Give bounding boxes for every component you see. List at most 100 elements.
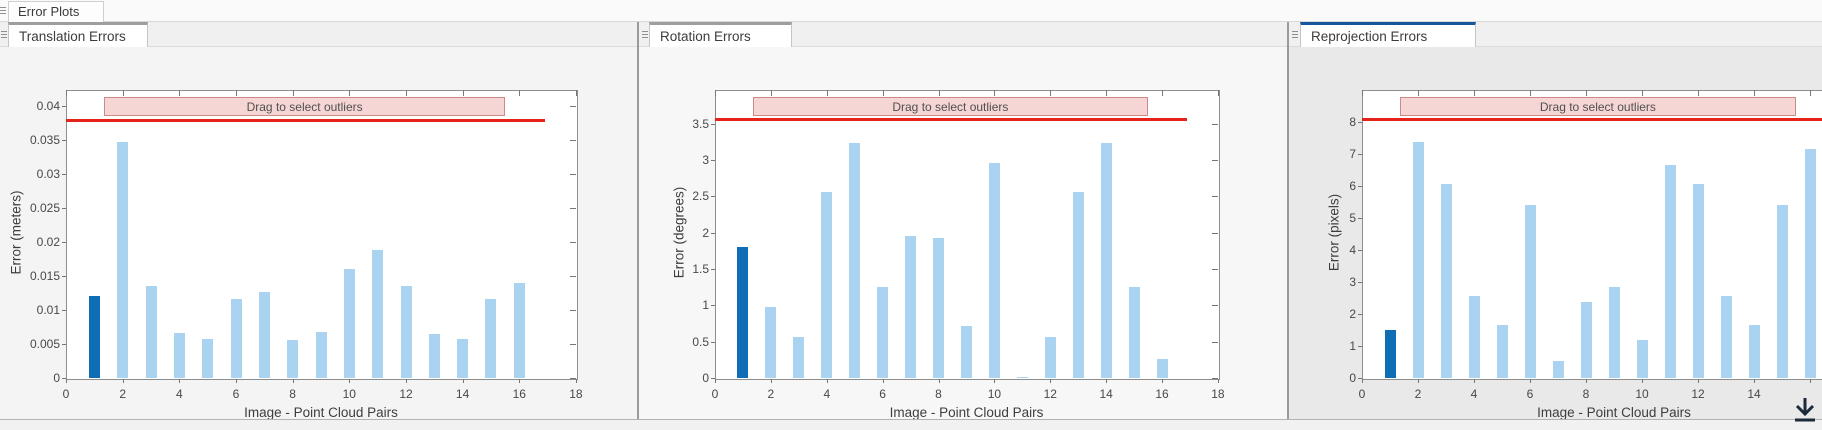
- x-tick-label: 12: [399, 387, 413, 401]
- y-tick-mark: [711, 123, 715, 125]
- x-tick-mark-top: [1217, 90, 1219, 96]
- drag-grip-icon[interactable]: [1, 29, 7, 40]
- bar-pair-10[interactable]: [988, 162, 1000, 378]
- outlier-drag-band[interactable]: Drag to select outliers: [1399, 97, 1796, 116]
- y-tick-label: 0.01: [36, 302, 60, 317]
- bar-pair-3[interactable]: [793, 337, 805, 378]
- bar-pair-11[interactable]: [1664, 164, 1676, 378]
- bar-pair-1[interactable]: [1384, 330, 1396, 378]
- bar-pair-13[interactable]: [428, 333, 440, 378]
- outlier-threshold-line[interactable]: [1362, 117, 1822, 121]
- y-tick-mark-right: [1211, 305, 1218, 307]
- bar-pair-16[interactable]: [1156, 359, 1168, 378]
- x-axis-label: Image - Point Cloud Pairs: [244, 405, 398, 419]
- x-tick-label: 18: [569, 387, 583, 401]
- bar-pair-1[interactable]: [88, 296, 100, 378]
- y-tick-mark-right: [569, 207, 576, 209]
- y-tick-mark: [711, 341, 715, 343]
- drag-grip-icon[interactable]: [0, 5, 6, 16]
- x-tick-mark: [1474, 379, 1475, 383]
- x-tick-mark: [292, 379, 294, 383]
- bar-pair-5[interactable]: [202, 339, 214, 378]
- bar-pair-5[interactable]: [1496, 324, 1508, 378]
- bar-pair-15[interactable]: [1128, 287, 1140, 378]
- bar-pair-6[interactable]: [230, 299, 242, 378]
- bar-pair-16[interactable]: [1804, 149, 1816, 378]
- bar-pair-3[interactable]: [1440, 183, 1452, 378]
- export-download-icon[interactable]: [1790, 396, 1820, 426]
- x-tick-label: 8: [289, 387, 296, 401]
- bar-pair-4[interactable]: [821, 191, 833, 378]
- panel-rotation-errors: Rotation Errors 0 0.5 1 1.5 2 2.5 3 3.5 0 2 4 6 8 10 12…: [637, 22, 1287, 419]
- bar-pair-8[interactable]: [933, 238, 944, 378]
- bar-pair-16[interactable]: [513, 282, 525, 378]
- y-tick-mark-right: [569, 241, 576, 243]
- x-tick-mark: [715, 379, 716, 383]
- x-tick-mark-top: [938, 90, 940, 96]
- tab-reprojection-errors[interactable]: Reprojection Errors: [1300, 22, 1476, 47]
- x-tick-mark-top: [1162, 90, 1163, 96]
- bar-pair-7[interactable]: [258, 292, 270, 378]
- outlier-threshold-line[interactable]: [715, 118, 1188, 122]
- bar-pair-10[interactable]: [1636, 340, 1648, 378]
- bar-pair-14[interactable]: [1100, 143, 1112, 378]
- bar-pair-11[interactable]: [372, 250, 384, 378]
- bar-pair-15[interactable]: [1776, 204, 1788, 378]
- y-tick-label: 2: [702, 225, 709, 240]
- bar-pair-6[interactable]: [1524, 204, 1536, 378]
- bar-pair-3[interactable]: [145, 286, 157, 378]
- bar-pair-12[interactable]: [1692, 183, 1704, 378]
- bar-pair-9[interactable]: [961, 326, 972, 378]
- panel-reprojection-errors: Reprojection Errors 0 1 2 3 4 5 6 7 8 0 2 4 6 8 10 12 14 I…: [1287, 22, 1822, 419]
- tab-rotation-errors[interactable]: Rotation Errors: [649, 22, 792, 47]
- x-tick-label: 4: [1470, 387, 1478, 401]
- outlier-drag-band[interactable]: Drag to select outliers: [104, 97, 506, 116]
- x-tick-label: 2: [767, 387, 775, 401]
- tab-error-plots[interactable]: Error Plots: [8, 1, 104, 22]
- x-tick-label: 8: [935, 387, 942, 401]
- outlier-drag-band[interactable]: Drag to select outliers: [752, 97, 1149, 116]
- x-tick-label: 16: [512, 387, 526, 401]
- x-tick-label: 16: [1155, 387, 1169, 401]
- y-tick-mark: [711, 268, 715, 270]
- bar-pair-12[interactable]: [400, 286, 412, 378]
- y-tick-label: 8: [1349, 115, 1356, 129]
- x-tick-mark: [1530, 379, 1531, 383]
- bar-pair-7[interactable]: [905, 236, 917, 378]
- bar-pair-10[interactable]: [343, 269, 355, 378]
- bar-pair-2[interactable]: [117, 141, 129, 378]
- bar-pair-2[interactable]: [765, 306, 777, 378]
- bar-pair-11[interactable]: [1016, 376, 1028, 378]
- bar-pair-15[interactable]: [485, 299, 497, 378]
- bar-pair-14[interactable]: [457, 339, 469, 378]
- panel-translation-errors: Translation Errors 0 0.005 0.01 0.015 0.02 0.0…: [0, 22, 637, 419]
- bar-pair-8[interactable]: [287, 339, 299, 378]
- bar-pair-12[interactable]: [1044, 337, 1056, 378]
- y-tick-mark: [711, 159, 715, 161]
- drag-grip-icon[interactable]: [1292, 29, 1298, 40]
- bar-pair-8[interactable]: [1580, 301, 1592, 378]
- bar-pair-5[interactable]: [849, 143, 861, 378]
- x-tick-mark-top: [406, 90, 407, 96]
- tab-translation-errors[interactable]: Translation Errors: [8, 22, 148, 47]
- outlier-threshold-line[interactable]: [66, 119, 545, 123]
- bar-pair-1[interactable]: [737, 247, 749, 378]
- bar-pair-4[interactable]: [173, 333, 185, 378]
- bar-pair-14[interactable]: [1748, 324, 1760, 378]
- bar-pair-9[interactable]: [315, 332, 327, 378]
- x-tick-label: 6: [879, 387, 886, 401]
- bar-pair-2[interactable]: [1412, 142, 1424, 378]
- bar-pair-13[interactable]: [1720, 295, 1732, 378]
- drag-grip-icon[interactable]: [642, 29, 648, 40]
- bar-pair-4[interactable]: [1468, 295, 1480, 378]
- bar-pair-13[interactable]: [1072, 191, 1084, 378]
- x-tick-label: 0: [711, 387, 719, 401]
- y-tick-mark-right: [1211, 196, 1218, 198]
- y-tick-mark: [711, 305, 715, 307]
- x-tick-mark: [1586, 379, 1587, 383]
- x-tick-mark: [1418, 379, 1419, 383]
- x-axis-label: Image - Point Cloud Pairs: [1537, 405, 1691, 419]
- bar-pair-9[interactable]: [1608, 286, 1620, 378]
- bar-pair-6[interactable]: [877, 287, 889, 378]
- bar-pair-7[interactable]: [1552, 361, 1564, 378]
